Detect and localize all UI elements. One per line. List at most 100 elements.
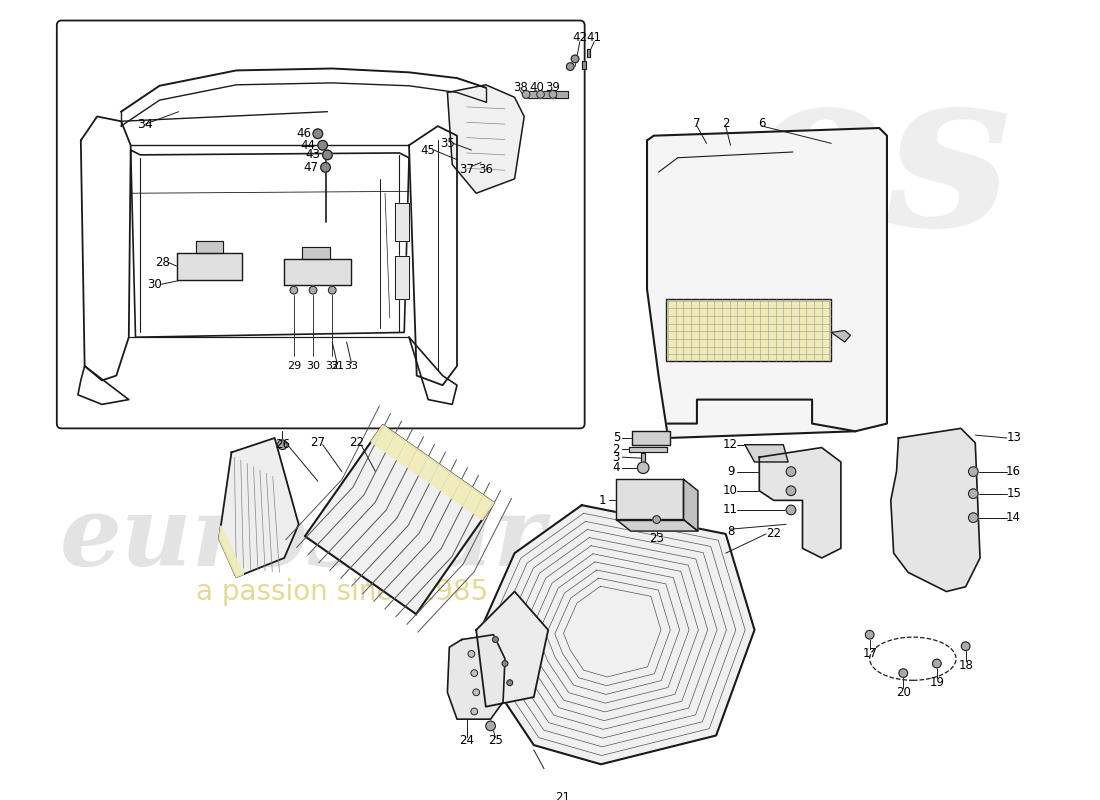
- Text: 17: 17: [862, 647, 877, 661]
- Text: 4: 4: [613, 462, 620, 474]
- Text: 15: 15: [1006, 487, 1021, 500]
- Circle shape: [468, 650, 475, 658]
- Polygon shape: [586, 50, 591, 57]
- Text: 24: 24: [459, 734, 474, 746]
- Polygon shape: [539, 90, 556, 98]
- Circle shape: [566, 62, 574, 70]
- Text: 20: 20: [895, 686, 911, 699]
- Text: 40: 40: [529, 81, 544, 94]
- Text: 9: 9: [727, 465, 735, 478]
- Circle shape: [290, 286, 298, 294]
- Polygon shape: [476, 591, 548, 706]
- Circle shape: [968, 466, 978, 476]
- Circle shape: [321, 162, 330, 172]
- Polygon shape: [647, 128, 887, 438]
- Text: 27: 27: [310, 436, 326, 450]
- Circle shape: [277, 440, 287, 450]
- Text: 34: 34: [138, 118, 153, 130]
- Text: 22: 22: [349, 436, 364, 450]
- Text: 45: 45: [421, 143, 436, 157]
- Text: 7: 7: [693, 117, 701, 130]
- Circle shape: [549, 90, 557, 98]
- Polygon shape: [448, 85, 525, 194]
- Polygon shape: [476, 505, 755, 764]
- Polygon shape: [582, 61, 585, 69]
- Text: 37: 37: [459, 162, 474, 176]
- Text: 25: 25: [488, 734, 503, 746]
- Circle shape: [507, 680, 513, 686]
- Text: 5: 5: [613, 431, 620, 445]
- Text: 6: 6: [758, 117, 766, 130]
- Circle shape: [968, 489, 978, 498]
- Circle shape: [866, 630, 874, 639]
- Circle shape: [502, 661, 508, 666]
- Text: 38: 38: [513, 81, 528, 94]
- Polygon shape: [448, 634, 505, 719]
- Polygon shape: [395, 256, 409, 299]
- Text: 19: 19: [930, 676, 945, 690]
- Text: 30: 30: [306, 361, 320, 371]
- Text: 18: 18: [958, 659, 974, 672]
- Polygon shape: [891, 428, 980, 591]
- Text: 11: 11: [723, 503, 738, 517]
- Text: 21: 21: [556, 791, 570, 800]
- Circle shape: [786, 505, 795, 514]
- Circle shape: [522, 90, 530, 98]
- Polygon shape: [177, 253, 242, 280]
- Text: 30: 30: [147, 278, 162, 291]
- Text: 14: 14: [1006, 511, 1021, 524]
- Text: 47: 47: [304, 161, 319, 174]
- Polygon shape: [551, 90, 569, 98]
- Polygon shape: [301, 247, 330, 258]
- Text: 22: 22: [767, 527, 781, 541]
- Polygon shape: [305, 425, 494, 614]
- Polygon shape: [371, 425, 494, 519]
- Circle shape: [471, 670, 477, 677]
- Text: 41: 41: [586, 31, 602, 44]
- Polygon shape: [525, 90, 541, 98]
- Circle shape: [652, 516, 660, 523]
- FancyBboxPatch shape: [57, 21, 584, 428]
- Circle shape: [486, 721, 495, 730]
- Polygon shape: [616, 479, 683, 519]
- Text: 36: 36: [478, 162, 493, 176]
- Polygon shape: [745, 445, 788, 462]
- Text: 29: 29: [287, 361, 301, 371]
- Bar: [667, 299, 832, 362]
- Text: 3: 3: [613, 450, 620, 464]
- Text: 2: 2: [613, 443, 620, 456]
- Polygon shape: [759, 447, 840, 558]
- Circle shape: [899, 669, 907, 678]
- Polygon shape: [629, 446, 668, 452]
- Text: 46: 46: [296, 127, 311, 140]
- Circle shape: [637, 462, 649, 474]
- Circle shape: [961, 642, 970, 650]
- Polygon shape: [631, 431, 670, 445]
- Circle shape: [968, 513, 978, 522]
- Polygon shape: [219, 438, 299, 577]
- Circle shape: [933, 659, 942, 668]
- Text: 35: 35: [440, 137, 454, 150]
- Circle shape: [786, 486, 795, 495]
- Text: 43: 43: [306, 148, 320, 162]
- Text: 2: 2: [722, 117, 729, 130]
- Polygon shape: [284, 258, 351, 286]
- Circle shape: [471, 708, 477, 715]
- Polygon shape: [616, 519, 697, 531]
- Circle shape: [318, 141, 328, 150]
- Circle shape: [537, 90, 544, 98]
- Polygon shape: [219, 526, 243, 577]
- Text: 44: 44: [300, 138, 316, 152]
- Text: a passion since 1985: a passion since 1985: [196, 578, 488, 606]
- Circle shape: [473, 689, 480, 696]
- Text: 16: 16: [1006, 465, 1021, 478]
- Text: 23: 23: [649, 532, 664, 546]
- Circle shape: [309, 286, 317, 294]
- Polygon shape: [196, 242, 223, 253]
- Text: 8: 8: [727, 525, 734, 538]
- Text: 1: 1: [600, 494, 606, 507]
- Circle shape: [314, 129, 322, 138]
- Polygon shape: [832, 330, 850, 342]
- Circle shape: [786, 466, 795, 476]
- Text: 33: 33: [344, 361, 359, 371]
